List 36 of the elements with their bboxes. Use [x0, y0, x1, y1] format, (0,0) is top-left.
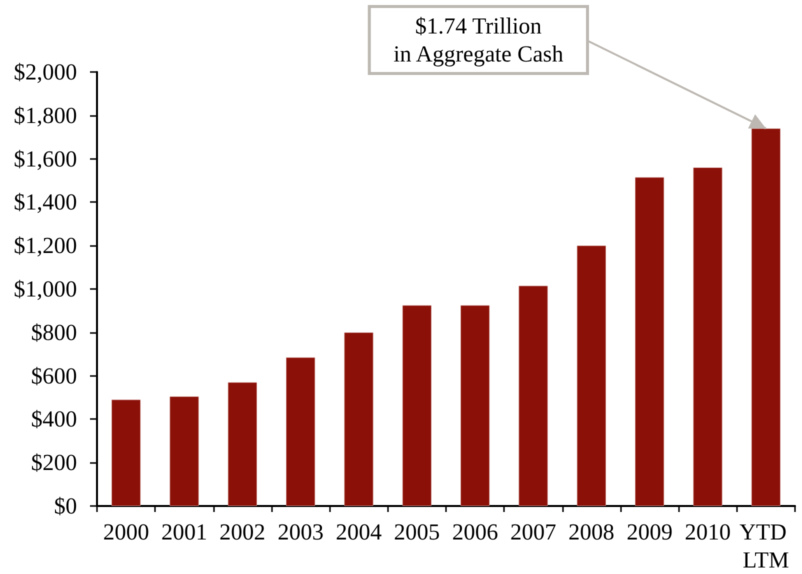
y-tick-label: $600: [31, 363, 77, 388]
bar: [751, 128, 780, 506]
bar: [460, 305, 490, 506]
bar: [228, 382, 257, 506]
x-tick-label: 2003: [278, 520, 324, 544]
annotation: $1.74 Trillion in Aggregate Cash: [393, 14, 564, 66]
bar: [518, 286, 548, 506]
bar: [576, 246, 606, 506]
bar: [286, 357, 316, 506]
x-tick-label: 2007: [510, 520, 556, 544]
x-tick-label: 2000: [103, 520, 150, 544]
x-tick-label: 2008: [568, 520, 614, 544]
bar: [344, 332, 374, 506]
bar: [693, 167, 722, 506]
x-tick-label: 2004: [336, 520, 382, 544]
bar: [170, 396, 199, 506]
y-tick-label: $1,400: [14, 190, 77, 215]
x-tick-label: 2009: [626, 520, 673, 544]
y-tick-label: $0: [54, 494, 77, 518]
y-tick-label: $800: [31, 320, 77, 345]
y-tick-label: $1,000: [14, 276, 77, 302]
y-tick-label: $1,600: [14, 146, 77, 172]
x-tick-label: 2002: [219, 520, 266, 544]
bar: [112, 400, 141, 506]
x-tick-label: 2001: [161, 520, 208, 544]
x-tick-label: 2006: [452, 520, 498, 544]
y-tick-label: $2,000: [14, 60, 77, 84]
bar: [402, 305, 432, 506]
x-tick-label: YTD LTM: [739, 520, 792, 572]
x-tick-label: 2010: [684, 520, 731, 544]
y-tick-label: $400: [31, 406, 77, 432]
y-tick-label: $1,200: [14, 233, 77, 258]
x-tick-label: 2005: [394, 520, 440, 544]
y-tick-label: $200: [31, 450, 77, 476]
bar: [635, 177, 664, 506]
y-tick-label: $1,800: [14, 102, 77, 128]
